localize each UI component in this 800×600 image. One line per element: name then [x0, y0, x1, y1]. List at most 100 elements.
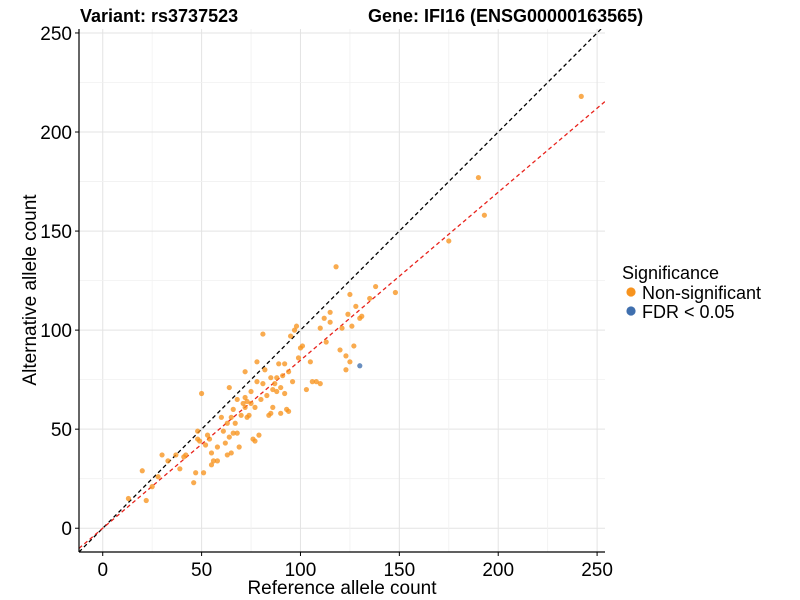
data-point [309, 379, 315, 385]
legend-title: Significance [622, 263, 719, 283]
data-point [199, 390, 205, 397]
data-point [392, 289, 398, 296]
data-point [228, 414, 234, 420]
data-point [191, 480, 197, 486]
y-tick-label: 200 [40, 123, 72, 144]
data-point [242, 394, 248, 401]
y-tick-label: 50 [51, 420, 72, 441]
data-point [303, 386, 310, 393]
data-point [286, 408, 292, 414]
data-point [343, 353, 349, 359]
chart-title-variant: Variant: rs3737523 [80, 6, 238, 26]
data-point [173, 452, 179, 458]
data-point [214, 444, 221, 450]
data-point [262, 367, 268, 373]
data-point [347, 291, 353, 298]
data-point [149, 484, 155, 490]
x-tick-label: 150 [383, 560, 415, 581]
data-point [260, 381, 266, 387]
data-point [214, 458, 221, 464]
data-point [155, 474, 161, 480]
data-point [195, 428, 201, 434]
data-point [218, 414, 224, 420]
data-point [270, 404, 276, 410]
data-point [287, 333, 294, 339]
data-point [270, 386, 276, 393]
data-point [349, 323, 355, 329]
data-point [193, 470, 199, 476]
data-point [339, 325, 345, 331]
data-point [347, 359, 353, 365]
data-point [204, 432, 211, 438]
y-tick-label: 100 [40, 321, 72, 342]
legend-swatch-non-significant [626, 287, 636, 297]
data-point [345, 311, 351, 317]
data-point [357, 363, 363, 369]
data-point [230, 430, 236, 436]
data-point [165, 458, 171, 464]
data-point [125, 495, 132, 502]
data-point [254, 379, 260, 385]
data-point [323, 339, 329, 345]
data-point [252, 404, 258, 410]
x-tick-label: 250 [581, 560, 613, 581]
reference-line-fit [79, 101, 605, 549]
y-tick-label: 250 [40, 24, 72, 45]
data-point [268, 410, 274, 416]
data-point [272, 381, 278, 387]
x-axis-title: Reference allele count [247, 578, 437, 599]
data-point [208, 450, 215, 456]
data-point [240, 400, 246, 407]
data-point [200, 470, 207, 476]
data-point [295, 355, 302, 361]
data-point [274, 388, 280, 395]
data-point [282, 361, 288, 367]
legend-swatch-fdr [626, 306, 636, 316]
data-point [159, 452, 165, 458]
data-point [289, 379, 296, 385]
data-point [236, 444, 242, 450]
data-point [183, 452, 189, 458]
data-point [224, 420, 230, 426]
data-point [234, 396, 240, 403]
data-point [317, 325, 323, 331]
data-point [244, 398, 250, 405]
legend: Significance Non-significant FDR < 0.05 [622, 263, 761, 322]
y-tick-label: 0 [61, 519, 72, 540]
data-point [220, 428, 226, 434]
data-point [293, 323, 300, 329]
data-point [481, 212, 487, 218]
data-point [307, 359, 313, 365]
data-point [222, 440, 228, 446]
data-point [226, 434, 232, 440]
data-point [578, 93, 584, 99]
data-point [258, 396, 264, 403]
x-tick-label: 0 [97, 560, 108, 581]
data-point [197, 438, 203, 444]
data-point [242, 369, 248, 375]
data-point [278, 384, 284, 391]
chart-title-gene: Gene: IFI16 (ENSG00000163565) [368, 6, 643, 26]
reference-lines [79, 29, 605, 552]
data-point [260, 331, 266, 337]
data-point [254, 359, 260, 365]
data-point [139, 468, 145, 474]
data-point [246, 412, 252, 418]
x-tick-label: 50 [191, 560, 212, 581]
data-point [268, 375, 274, 381]
data-point [177, 466, 183, 472]
data-point [226, 384, 232, 391]
data-point [248, 400, 254, 407]
legend-label-fdr: FDR < 0.05 [642, 302, 735, 322]
y-tick-label: 150 [40, 222, 72, 243]
data-point [143, 497, 149, 504]
data-point [210, 458, 217, 464]
reference-line-identity [79, 29, 602, 552]
data-point [242, 404, 248, 410]
x-tick-label: 200 [482, 560, 514, 581]
data-point [224, 452, 230, 458]
data-points [125, 93, 584, 504]
data-point [230, 406, 236, 412]
data-point [256, 432, 262, 438]
